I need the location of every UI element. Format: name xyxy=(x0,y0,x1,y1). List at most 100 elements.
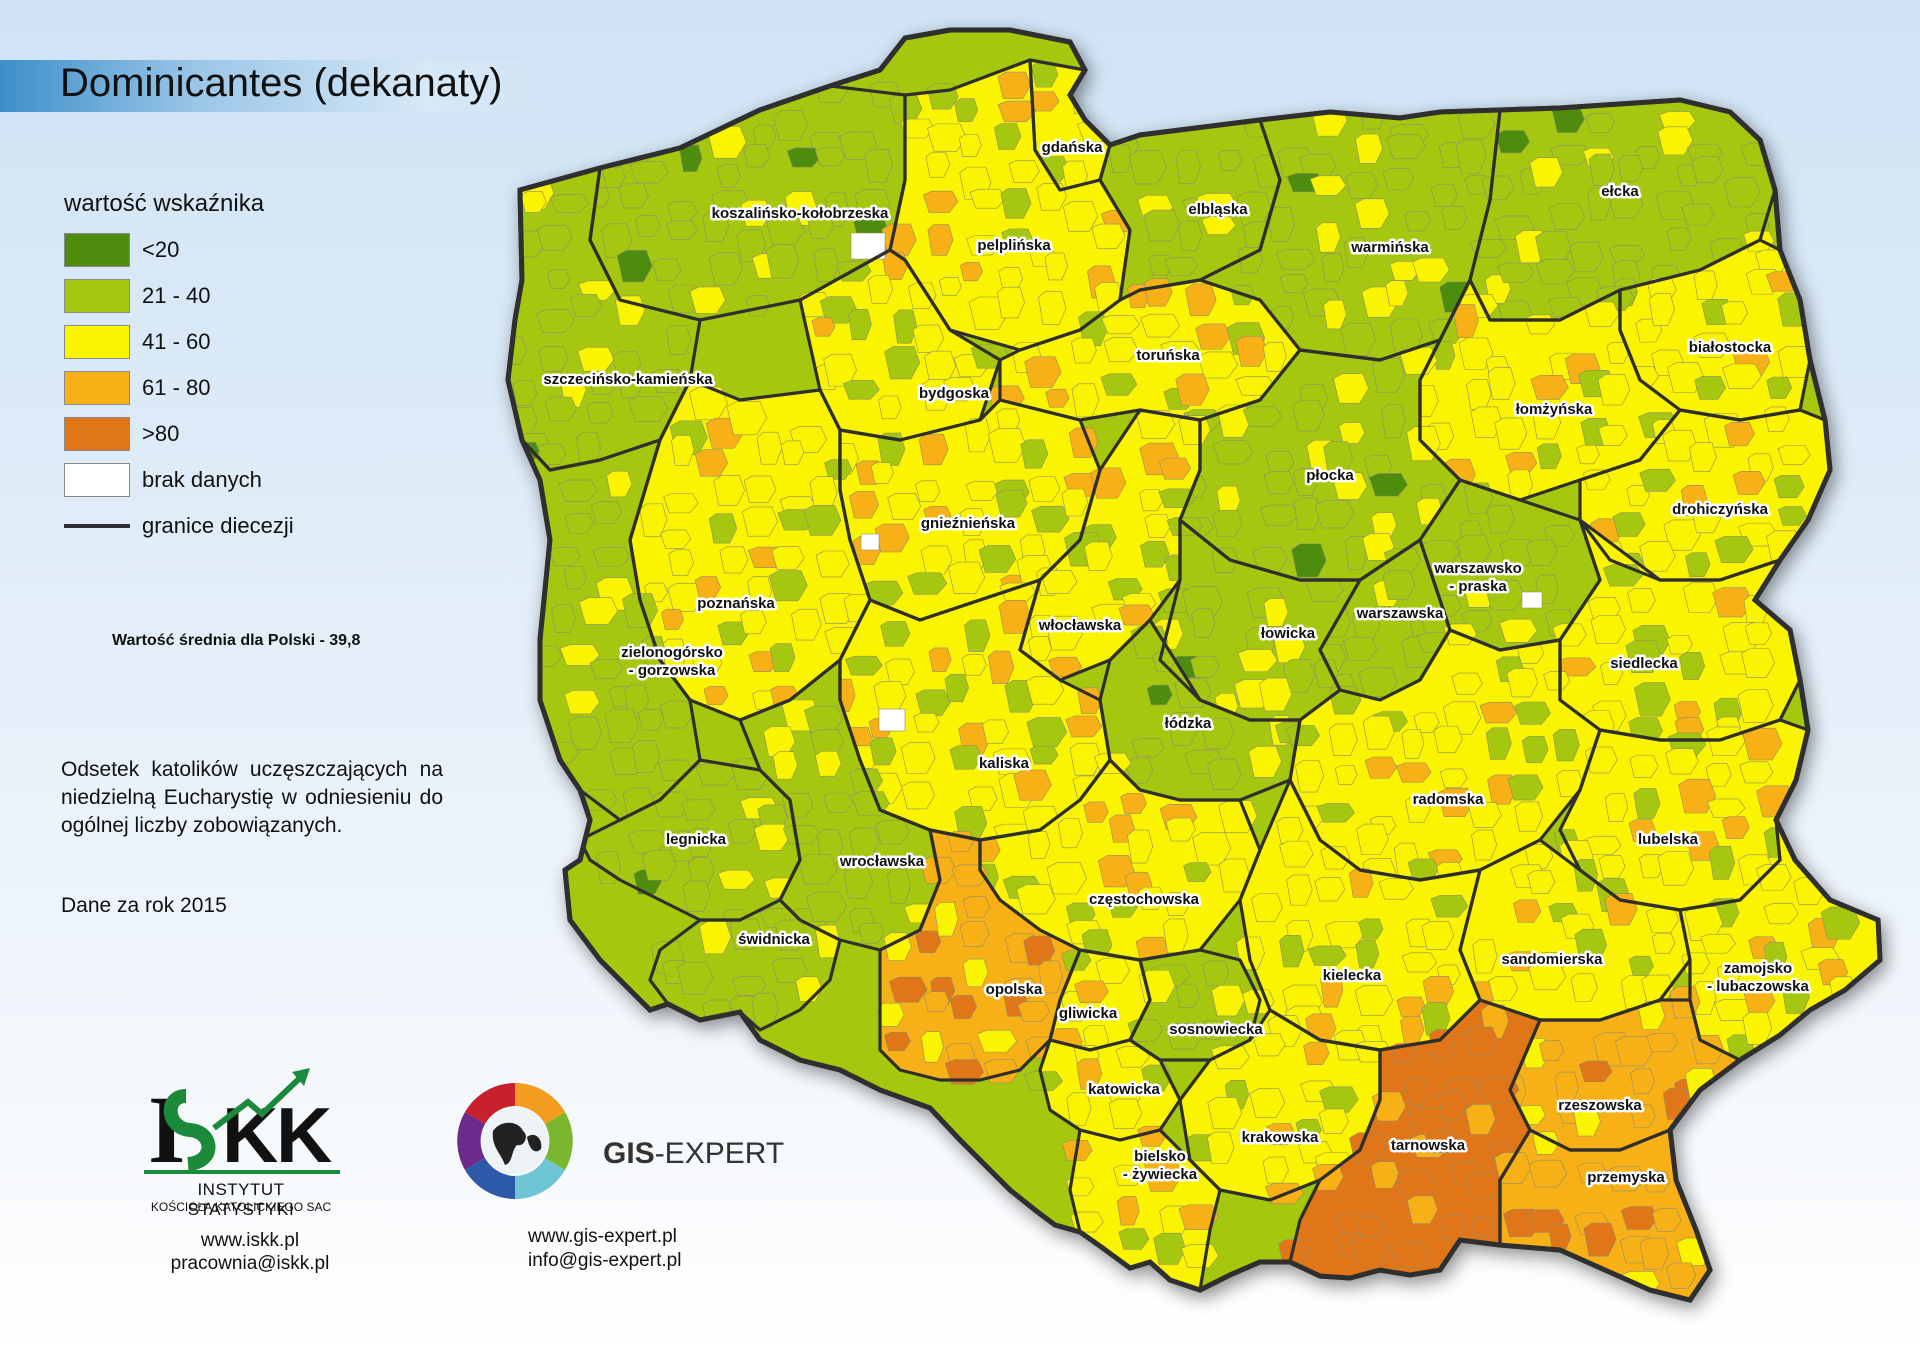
diocese-label: siedlecka xyxy=(1610,655,1678,672)
dekanat-cell xyxy=(915,930,942,954)
dekanat-cell xyxy=(719,546,749,574)
dekanat-cell xyxy=(949,745,983,770)
dekanat-cell xyxy=(959,508,987,536)
dekanat-cell xyxy=(1666,635,1693,655)
gis-email-link[interactable]: info@gis-expert.pl xyxy=(528,1250,682,1271)
dekanat-cell xyxy=(1291,543,1327,578)
dekanat-cell xyxy=(520,191,547,213)
dekanat-cell xyxy=(1514,801,1544,832)
gis-website-link[interactable]: www.gis-expert.pl xyxy=(528,1226,677,1247)
dekanat-cell xyxy=(1651,1208,1682,1232)
dekanat-cell xyxy=(617,373,643,398)
dekanat-cell xyxy=(1292,400,1325,432)
dekanat-cell xyxy=(1140,313,1181,338)
dekanat-cell xyxy=(1681,203,1715,226)
dekanat-cell xyxy=(1694,376,1727,400)
dekanat-cell xyxy=(1354,198,1390,229)
poland-map: gdańska koszalińsko-kołobrzeska pelplińska… xyxy=(505,27,1883,1303)
dekanat-cell xyxy=(1485,727,1512,760)
dekanat-cell xyxy=(1530,375,1569,400)
legend-item: >80 xyxy=(64,416,179,452)
dekanat-cell xyxy=(1358,918,1384,940)
diocese-label: gnieźnieńska xyxy=(921,515,1016,532)
dekanat-cell xyxy=(1732,471,1766,495)
dekanat-cell xyxy=(622,593,658,628)
diocese-label: gdańska xyxy=(1042,139,1104,156)
dekanat-cell xyxy=(1038,960,1064,994)
dekanat-cell xyxy=(1634,682,1671,717)
dekanat-cell xyxy=(1279,274,1309,294)
dekanat-cell xyxy=(1364,454,1393,479)
dekanat-cell xyxy=(1531,405,1562,440)
dekanat-cell xyxy=(1535,259,1575,285)
dekanat-cell xyxy=(1275,249,1316,270)
dekanat-cell xyxy=(1263,598,1289,627)
dekanat-cell xyxy=(1115,1046,1150,1068)
dekanat-cell xyxy=(1737,689,1774,723)
dekanat-cell xyxy=(1242,406,1282,428)
dekanat-cell xyxy=(1437,1090,1467,1121)
dekanat-cell xyxy=(578,597,619,625)
dekanat-cell xyxy=(996,286,1025,319)
iskk-email-link[interactable]: pracownia@iskk.pl xyxy=(170,1253,330,1274)
dekanat-cell xyxy=(1190,655,1220,678)
dekanat-cell xyxy=(1766,376,1792,399)
dekanat-cell xyxy=(548,546,581,566)
dekanat-cell xyxy=(1714,536,1754,563)
diocese-label: łódzka xyxy=(1165,715,1212,732)
dekanat-cell xyxy=(928,647,952,672)
dekanat-cell xyxy=(1576,1162,1608,1183)
dekanat-cell xyxy=(988,650,1015,684)
dekanat-cell xyxy=(1201,216,1237,235)
dekanat-cell xyxy=(1666,227,1692,251)
dekanat-cell xyxy=(913,713,940,733)
dekanat-cell xyxy=(1116,1196,1140,1226)
dekanat-cell xyxy=(1466,379,1492,410)
dekanat-cell xyxy=(1570,973,1598,1002)
dekanat-cell xyxy=(1137,886,1165,910)
diocese-label: warmińska xyxy=(1350,239,1429,256)
dekanat-cell xyxy=(1666,1262,1697,1289)
dekanat-cell xyxy=(1252,1033,1286,1057)
dekanat-cell xyxy=(848,827,880,857)
dekanat-cell xyxy=(537,224,573,251)
diocese-label: zamojsko - lubaczowska xyxy=(1707,960,1809,995)
dekanat-cell xyxy=(1312,1163,1344,1191)
dekanat-cell xyxy=(1465,1104,1496,1135)
dekanat-cell xyxy=(1355,133,1383,164)
dekanat-cell xyxy=(884,346,921,380)
dekanat-cell xyxy=(1583,1222,1617,1257)
dekanat-cell xyxy=(1309,175,1347,196)
dekanat-cell xyxy=(1629,754,1659,778)
dekanat-cell xyxy=(878,395,902,420)
dekanat-cell xyxy=(1028,476,1061,502)
dekanat-cell xyxy=(1691,504,1721,534)
dekanat-cell xyxy=(1554,1071,1579,1105)
dekanat-cell xyxy=(1421,921,1455,950)
dekanat-cell xyxy=(702,211,730,243)
dekanat-cell xyxy=(736,229,767,262)
dekanat-cell xyxy=(1279,935,1305,968)
legend-swatch xyxy=(64,233,130,267)
dekanat-cell xyxy=(703,685,729,705)
diocese-label: krakowska xyxy=(1242,1129,1319,1146)
dekanat-cell xyxy=(1017,1001,1051,1022)
iskk-website-link[interactable]: www.iskk.pl xyxy=(200,1230,300,1251)
dekanat-cell xyxy=(687,828,714,858)
dekanat-cell xyxy=(1657,851,1695,886)
dekanat-cell xyxy=(1574,928,1608,962)
diocese-label: elbląska xyxy=(1188,201,1248,218)
dekanat-cell xyxy=(1146,684,1173,706)
dekanat-cell xyxy=(1633,788,1661,819)
dekanat-cell xyxy=(600,223,632,258)
dekanat-cell xyxy=(1217,150,1242,171)
dekanat-cell xyxy=(1144,1157,1183,1192)
dekanat-cell xyxy=(769,643,796,672)
dekanat-cell xyxy=(1646,1033,1679,1053)
dekanat-cell xyxy=(1368,473,1408,497)
diocese-label: pelplińska xyxy=(977,237,1051,254)
diocese-label: warszawska xyxy=(1356,605,1444,622)
dekanat-cell xyxy=(1207,758,1242,790)
legend-label: brak danych xyxy=(142,467,262,492)
dekanat-cell xyxy=(1315,222,1341,253)
